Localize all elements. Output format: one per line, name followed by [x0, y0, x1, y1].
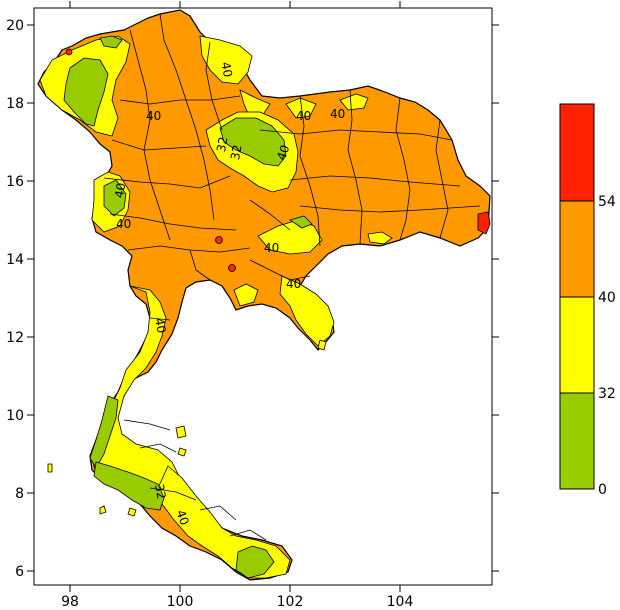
y-tick-label: 12 [6, 330, 24, 346]
y-tick-label: 14 [6, 252, 24, 268]
color-legend: 54 40 32 0 [559, 103, 616, 498]
y-tick-label: 8 [15, 486, 24, 502]
contour-label: 40 [286, 277, 301, 291]
legend-swatch-0-32 [559, 392, 595, 490]
y-tick-label: 10 [6, 408, 24, 424]
contour-labels: 40 40 40 32 40 32 40 40 40 40 40 40 32 4… [112, 61, 345, 527]
legend-label: 0 [598, 482, 607, 498]
contour-label: 40 [152, 317, 168, 334]
legend-label: 32 [598, 386, 616, 402]
band-0-32 [63, 35, 313, 579]
islands [47, 339, 327, 517]
contour-label: 40 [274, 143, 292, 162]
contour-label: 40 [218, 61, 234, 78]
legend-label: 40 [598, 290, 616, 306]
province-boundaries [103, 13, 481, 541]
legend-label: 54 [598, 194, 616, 210]
y-axis [27, 24, 499, 572]
contour-label: 40 [116, 217, 131, 231]
contour-label: 32 [214, 136, 230, 153]
x-axis [69, 1, 401, 592]
contour-label: 40 [112, 182, 128, 199]
contour-label: 40 [264, 241, 279, 255]
y-tick-label: 6 [15, 564, 24, 580]
x-tick-label: 102 [277, 594, 304, 610]
legend-swatch-32-40 [559, 296, 595, 394]
x-tick-label: 100 [167, 594, 194, 610]
contour-label: 40 [173, 508, 191, 527]
contour-label: 40 [296, 109, 311, 123]
y-tick-label: 20 [6, 18, 24, 34]
legend-swatch-40-54 [559, 200, 595, 298]
x-tick-label: 104 [387, 594, 414, 610]
x-tick-labels: 98 100 102 104 [61, 594, 413, 610]
x-tick-label: 98 [61, 594, 79, 610]
contour-label: 40 [146, 109, 161, 123]
y-tick-label: 18 [6, 96, 24, 112]
contour-label: 40 [330, 107, 345, 121]
y-tick-labels: 20 18 16 14 12 10 8 6 [6, 18, 24, 580]
y-tick-label: 16 [6, 174, 24, 190]
legend-swatch-54-plus [559, 103, 595, 202]
contour-label: 32 [152, 483, 168, 500]
contour-label: 32 [228, 144, 244, 161]
band-54-plus [65, 48, 491, 272]
